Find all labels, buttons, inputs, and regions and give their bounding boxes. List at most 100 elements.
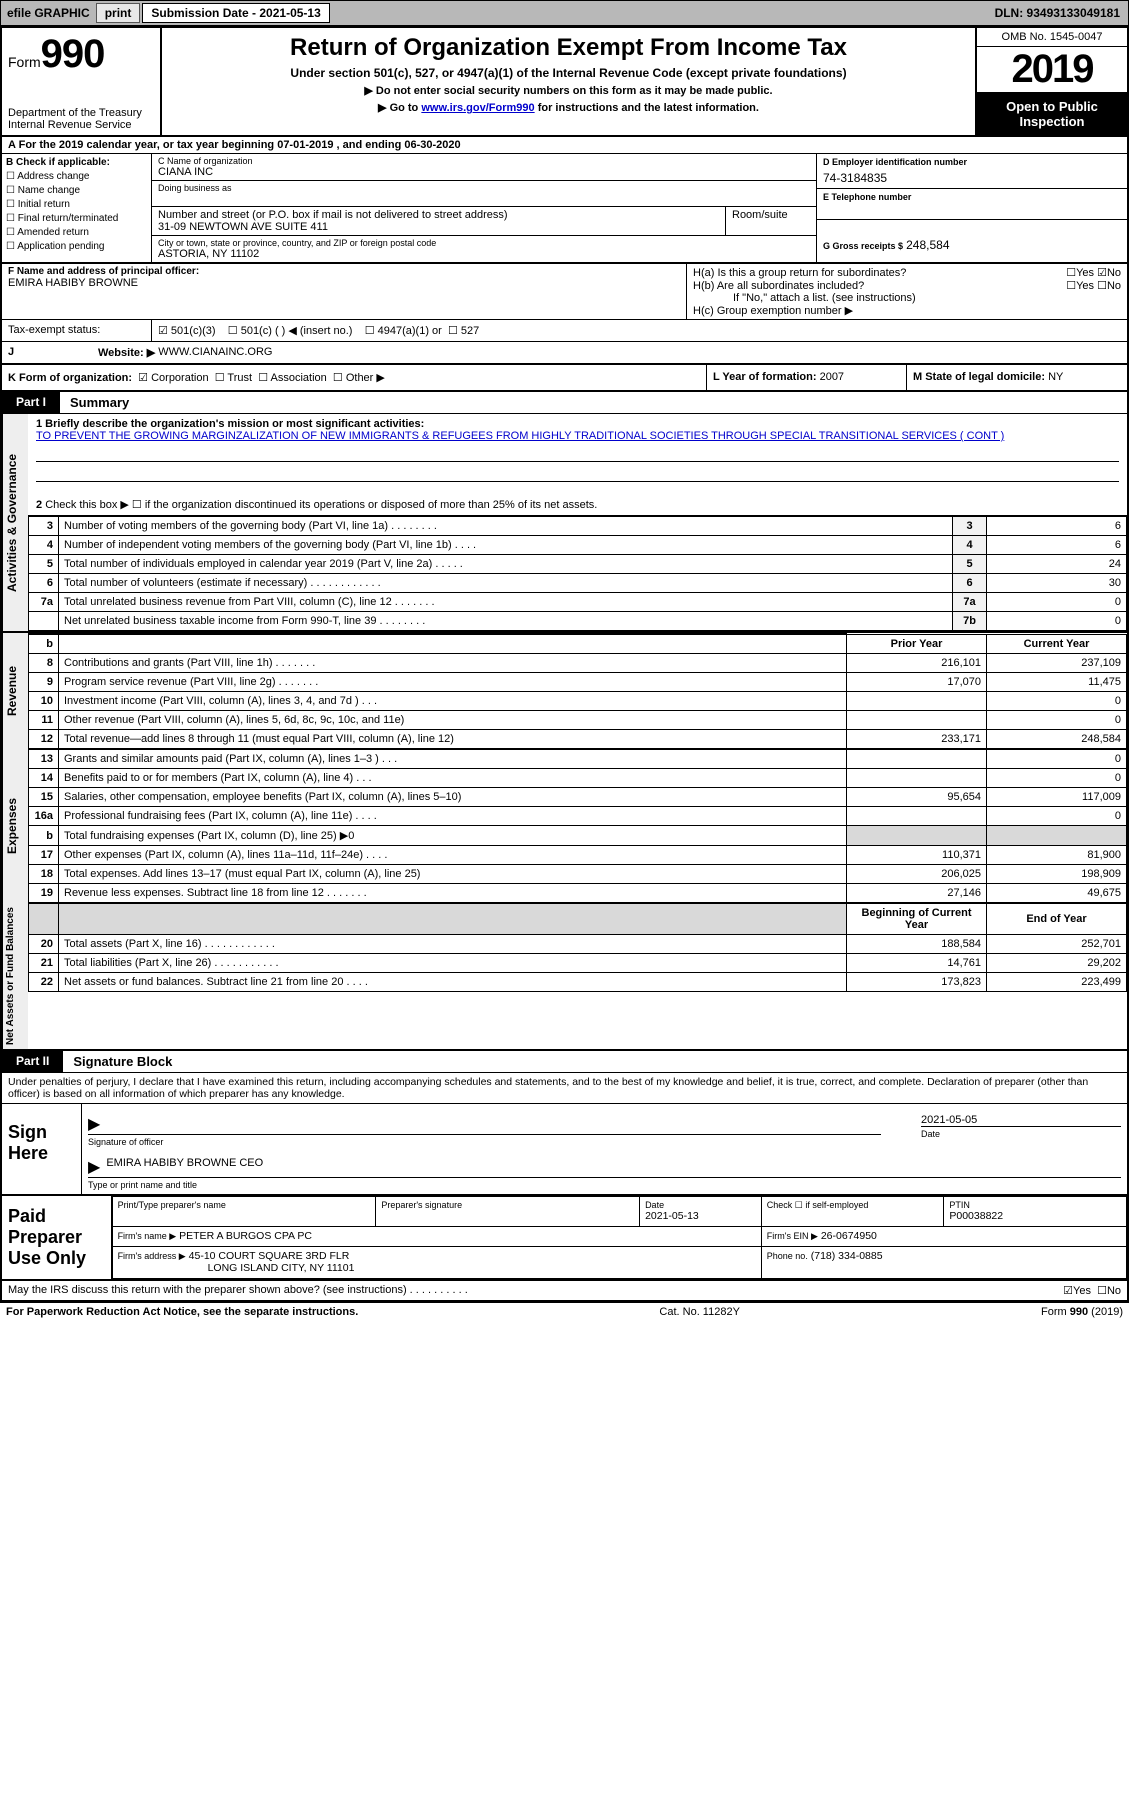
l-year: L Year of formation: 2007 — [707, 365, 907, 390]
current-year-value: 0 — [987, 769, 1127, 788]
line-box: 5 — [953, 555, 987, 574]
table-row: 10 Investment income (Part VIII, column … — [29, 692, 1127, 711]
firm-name-label: Firm's name ▶ — [118, 1231, 177, 1241]
prep-date-value: 2021-05-13 — [645, 1210, 756, 1222]
form-title: Return of Organization Exempt From Incom… — [172, 34, 965, 62]
table-row: 5 Total number of individuals employed i… — [29, 555, 1127, 574]
line-num: 21 — [29, 954, 59, 973]
line-box: 7a — [953, 593, 987, 612]
header-left: Form990 Department of the Treasury Inter… — [2, 28, 162, 135]
chk-initial-return[interactable]: Initial return — [6, 198, 147, 212]
section-b: B Check if applicable: Address change Na… — [2, 154, 152, 262]
chk-other[interactable]: Other ▶ — [333, 372, 385, 384]
line-num: 5 — [29, 555, 59, 574]
discuss-row: May the IRS discuss this return with the… — [2, 1281, 1127, 1301]
prior-year-value — [847, 750, 987, 769]
meta-grid: B Check if applicable: Address change Na… — [2, 154, 1127, 264]
print-button[interactable]: print — [96, 3, 141, 23]
firm-phone-label: Phone no. — [767, 1251, 808, 1261]
hb-yes[interactable]: Yes — [1076, 280, 1094, 292]
firm-phone-value: (718) 334-0885 — [811, 1250, 883, 1262]
sign-here-label: Sign Here — [2, 1104, 82, 1194]
current-year-value: 0 — [987, 807, 1127, 826]
expenses-table: 13 Grants and similar amounts paid (Part… — [28, 749, 1127, 903]
i-label: Tax-exempt status: — [2, 320, 152, 341]
efile-topbar: efile GRAPHIC print Submission Date - 20… — [0, 0, 1129, 26]
prep-name-label: Print/Type preparer's name — [118, 1200, 371, 1210]
vtab-activities: Activities & Governance — [2, 414, 28, 631]
line-num: 19 — [29, 884, 59, 903]
i-options: 501(c)(3) 501(c) ( ) ◀ (insert no.) 4947… — [152, 320, 1127, 341]
discuss-yesno: ☑Yes ☐No — [1063, 1284, 1121, 1297]
firm-name-cell: Firm's name ▶ PETER A BURGOS CPA PC — [112, 1227, 761, 1247]
line-desc: Revenue less expenses. Subtract line 18 … — [59, 884, 847, 903]
sig-arrow-icon — [88, 1114, 106, 1134]
website-value: WWW.CIANAINC.ORG — [158, 346, 272, 359]
street-label: Number and street (or P.O. box if mail i… — [158, 209, 719, 221]
line-num: 14 — [29, 769, 59, 788]
chk-trust[interactable]: Trust — [215, 372, 252, 384]
sig-date-value: 2021-05-05 — [921, 1114, 977, 1126]
sig-row-1: Signature of officer 2021-05-05 Date — [88, 1108, 1121, 1147]
blank-desc — [59, 634, 847, 654]
ha-yes[interactable]: Yes — [1076, 267, 1094, 279]
line-box: 4 — [953, 536, 987, 555]
form-note-goto: Go to www.irs.gov/Form990 for instructio… — [172, 101, 965, 114]
line-desc: Salaries, other compensation, employee b… — [59, 788, 847, 807]
mission-text[interactable]: TO PREVENT THE GROWING MARGINZALIZATION … — [36, 430, 1004, 442]
chk-amended-return[interactable]: Amended return — [6, 226, 147, 240]
chk-527[interactable]: 527 — [448, 325, 479, 337]
chk-final-return[interactable]: Final return/terminated — [6, 212, 147, 226]
line-desc: Program service revenue (Part VIII, line… — [59, 673, 847, 692]
revenue-table: b Prior Year Current Year 8 Contribution… — [28, 633, 1127, 749]
prior-year-value: 14,761 — [847, 954, 987, 973]
form-word: Form — [8, 54, 41, 70]
discuss-no[interactable]: No — [1107, 1285, 1121, 1297]
line-desc: Investment income (Part VIII, column (A)… — [59, 692, 847, 711]
chk-application-pending[interactable]: Application pending — [6, 240, 147, 254]
vtab-netassets: Net Assets or Fund Balances — [2, 903, 28, 1049]
chk-name-change[interactable]: Name change — [6, 184, 147, 198]
submission-date-box: Submission Date - 2021-05-13 — [142, 3, 329, 23]
discuss-yes[interactable]: Yes — [1073, 1285, 1091, 1297]
ha-no[interactable]: No — [1107, 267, 1121, 279]
chk-association[interactable]: Association — [258, 372, 327, 384]
hb-no[interactable]: No — [1107, 280, 1121, 292]
prior-year-value — [847, 807, 987, 826]
q2-text: Check this box ▶ ☐ if the organization d… — [45, 499, 597, 511]
section-expenses: Expenses 13 Grants and similar amounts p… — [2, 749, 1127, 903]
firm-phone-cell: Phone no. (718) 334-0885 — [761, 1246, 1126, 1278]
line-num: 6 — [29, 574, 59, 593]
rev-header-row: b Prior Year Current Year — [29, 634, 1127, 654]
officer-name-caption: Type or print name and title — [88, 1180, 1121, 1190]
line-desc: Contributions and grants (Part VIII, lin… — [59, 654, 847, 673]
chk-4947[interactable]: 4947(a)(1) or — [365, 325, 442, 337]
prep-self-label[interactable]: Check ☐ if self-employed — [767, 1200, 939, 1211]
line-desc: Total revenue—add lines 8 through 11 (mu… — [59, 730, 847, 749]
section-deg: D Employer identification number 74-3184… — [817, 154, 1127, 262]
prep-name-cell: Print/Type preparer's name — [112, 1197, 376, 1227]
chk-501c3[interactable]: 501(c)(3) — [158, 325, 216, 337]
prior-year-value — [847, 692, 987, 711]
form-container: Form990 Department of the Treasury Inter… — [0, 26, 1129, 1303]
table-row: b Total fundraising expenses (Part IX, c… — [29, 826, 1127, 846]
chk-corporation[interactable]: Corporation — [138, 372, 208, 384]
current-year-hdr: Current Year — [987, 634, 1127, 654]
line-num: 10 — [29, 692, 59, 711]
row-klm: K Form of organization: Corporation Trus… — [2, 365, 1127, 392]
current-year-value: 0 — [987, 711, 1127, 730]
section-activities: Activities & Governance 1 Briefly descri… — [2, 414, 1127, 633]
line-value: 6 — [987, 536, 1127, 555]
line-num: b — [29, 826, 59, 846]
irs-link[interactable]: www.irs.gov/Form990 — [421, 102, 534, 114]
chk-address-change[interactable]: Address change — [6, 170, 147, 184]
prep-sig-cell: Preparer's signature — [376, 1197, 640, 1227]
current-year-value — [987, 826, 1127, 846]
org-name: CIANA INC — [158, 166, 810, 178]
table-row: 11 Other revenue (Part VIII, column (A),… — [29, 711, 1127, 730]
line-box: 3 — [953, 517, 987, 536]
goto-pre: Go to — [390, 102, 422, 114]
table-row: 14 Benefits paid to or for members (Part… — [29, 769, 1127, 788]
chk-501c[interactable]: 501(c) ( ) ◀ (insert no.) — [228, 325, 353, 337]
hb-label: H(b) Are all subordinates included? — [693, 280, 864, 292]
